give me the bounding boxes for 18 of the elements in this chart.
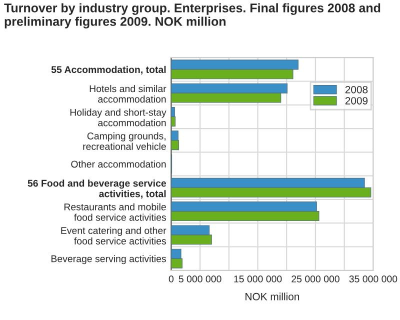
y-tick-label: Other accommodation [71, 160, 166, 168]
y-tick-label: Hotels and similar accommodation [90, 85, 166, 103]
y-tick-label: Beverage serving activities [52, 255, 166, 264]
x-tick-label: 35 000 000 [349, 276, 398, 282]
y-tick-label: 56 Food and beverage service activities, total [28, 180, 166, 199]
x-tick-label: 0 [168, 276, 174, 282]
y-tick-label: Restaurants and mobile food service activities [64, 203, 166, 221]
x-tick-label: 5 000 000 [178, 276, 222, 282]
legend-label: 2009 [345, 97, 368, 104]
y-tick-label: Camping grounds, recreational vehicle [83, 132, 166, 150]
y-tick-label: 55 Accommodation, total [51, 66, 166, 74]
x-tick-label: 25 000 000 [292, 276, 340, 282]
legend-label: 2008 [345, 86, 368, 94]
y-tick-label: Holiday and short-stay accommodation [70, 108, 166, 126]
chart-title: Turnover by industry group. Enterprises. Final figures 2008 and preliminary figures 2009. NOK million [4, 3, 380, 28]
y-tick-label: Event catering and other food service activities [61, 226, 166, 244]
x-axis-title: NOK million [246, 292, 300, 300]
x-tick-label: 15 000 000 [234, 276, 282, 282]
